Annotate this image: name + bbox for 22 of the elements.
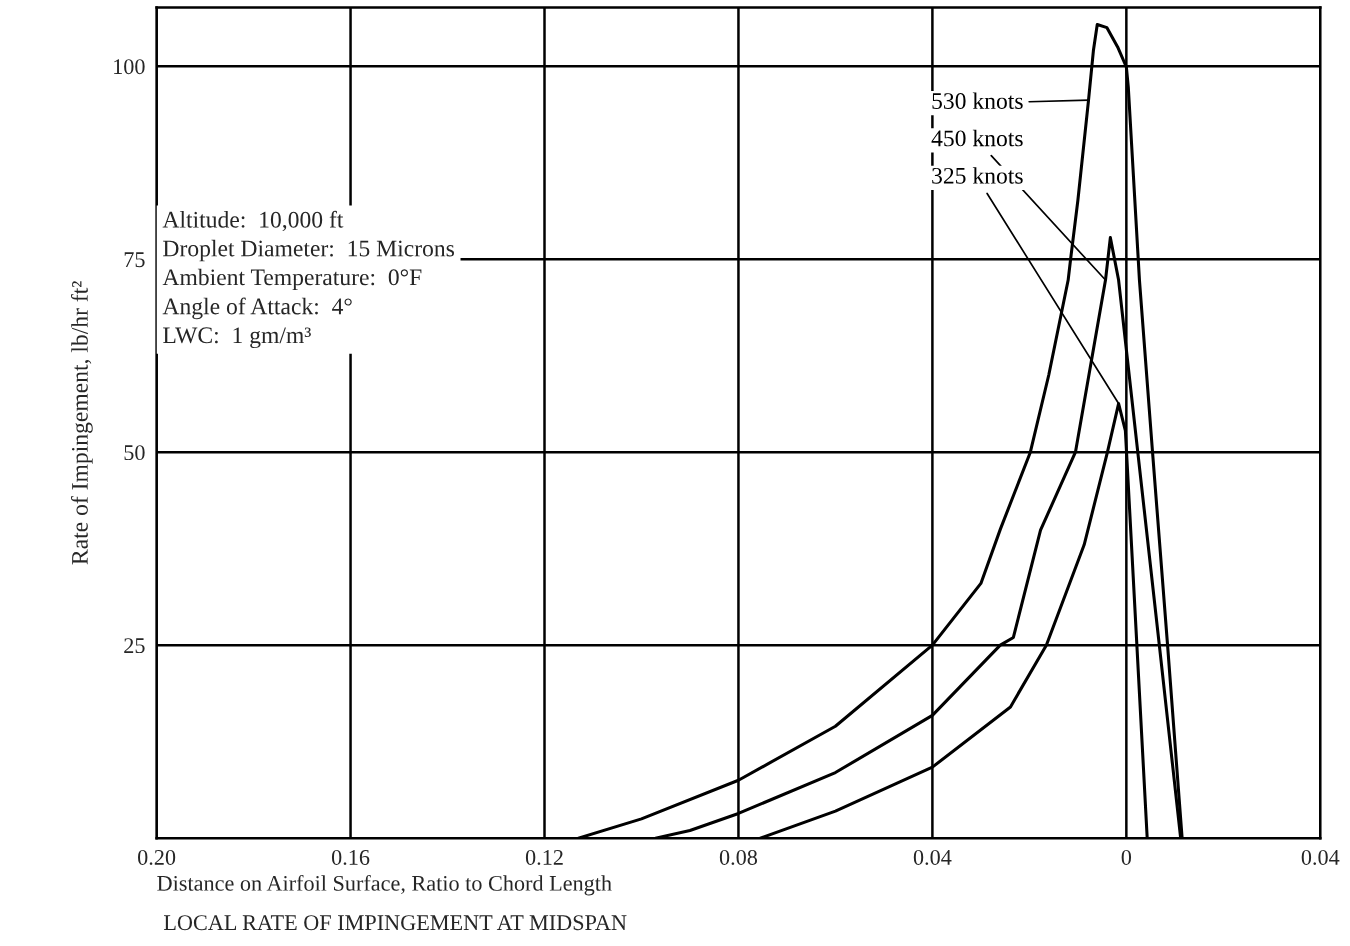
annotation: Altitude: 10,000 ft: [162, 210, 344, 232]
x-tick-label: 0: [1121, 849, 1132, 865]
x-tick-label: 0.16: [331, 849, 370, 865]
annotation: LWC: 1 gm/m³: [163, 327, 311, 349]
x-tick-label: 0.12: [525, 849, 563, 865]
y-tick-label: 50: [124, 445, 145, 461]
annotation: Droplet Diameter: 15 Microns: [163, 239, 455, 262]
x-axis-title: Distance on Airfoil Surface, Ratio to Chord Length: [157, 874, 612, 896]
y-tick-label: 25: [124, 638, 145, 654]
annotation: Angle of Attack: 4°: [162, 297, 352, 320]
x-tick-label: 0.08: [719, 849, 758, 865]
text: 530 knots: [932, 92, 1023, 109]
text: LOCAL RATE OF IMPINGEMENT AT MIDSPAN: [163, 915, 627, 931]
y-tick-label: 100: [114, 59, 145, 75]
y-axis-title: Rate of Impingement, lb/hr ft²: [70, 281, 93, 565]
x-tick-label: 0.04: [913, 849, 952, 865]
x-tick-label: 0.04: [1301, 849, 1340, 865]
text: 450 knots: [931, 129, 1023, 147]
x-tick-label: 0.20: [138, 849, 176, 865]
annotation: Ambient Temperature: 0°F: [162, 268, 422, 291]
text: 325 knots: [932, 167, 1023, 184]
y-tick-label: 75: [124, 252, 145, 268]
